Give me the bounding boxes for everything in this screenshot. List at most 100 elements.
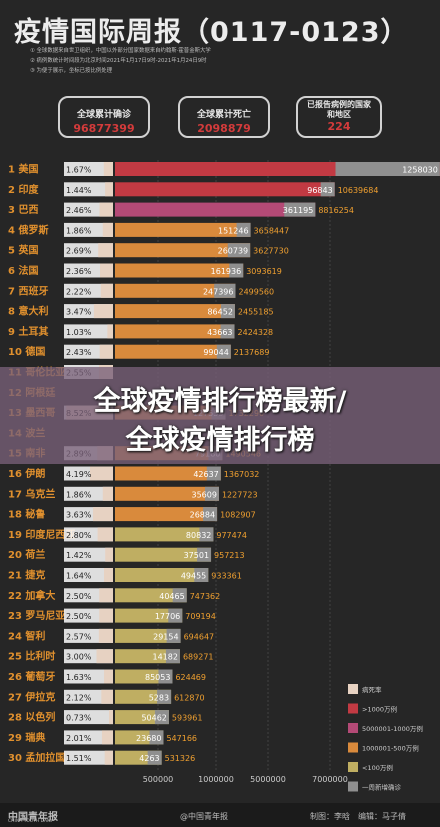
rate-track	[64, 162, 113, 176]
weekly-bar	[147, 750, 162, 765]
cumulative-label: 689271	[183, 653, 214, 662]
stat-countries: 已报告病例的国家和地区 224	[296, 96, 382, 138]
legend-swatch	[348, 742, 358, 753]
weekly-bar	[154, 710, 169, 725]
cumulative-bar	[115, 263, 244, 278]
footer: 中国青年报 CHINA YOUTH DAILY @中国青年报 制图：李晗 编辑：…	[0, 803, 440, 827]
weekly-label: 43663	[207, 328, 232, 337]
note-line: ② 病例数统计时间段为北京时间2021年1月17日9时-2021年1月24日9时	[30, 58, 207, 64]
rate-label: 1.51%	[66, 754, 92, 763]
rate-label: 2.22%	[66, 287, 92, 296]
legend-label: 病死率	[362, 685, 382, 694]
rate-track	[64, 283, 113, 298]
legend-swatch	[348, 703, 358, 714]
stat-value: 224	[327, 120, 351, 133]
cumulative-bar	[115, 283, 236, 298]
rate-bar	[93, 507, 113, 522]
rate-label: 3.00%	[66, 653, 92, 662]
weekly-label: 17706	[155, 612, 180, 621]
stat-label: 已报告病例的国家和地区	[307, 100, 371, 119]
cumulative-bar	[115, 466, 221, 481]
stat-value: 96877399	[73, 122, 135, 135]
cumulative-bar	[115, 588, 187, 603]
cumulative-bar	[115, 324, 235, 339]
weekly-label: 35609	[192, 490, 217, 499]
rate-bar	[103, 568, 113, 582]
stat-label: 全球累计死亡	[196, 110, 251, 120]
legend-label: >1000万例	[362, 705, 397, 714]
cumulative-label: 2424328	[238, 328, 274, 337]
country-label: 24 智利	[8, 629, 45, 642]
rate-bar	[99, 344, 113, 359]
weekly-label: 42637	[193, 470, 218, 479]
rate-bar	[99, 202, 113, 217]
rate-bar	[97, 527, 113, 542]
cumulative-bar	[115, 568, 209, 582]
weekly-label: 14182	[153, 653, 178, 662]
rate-track	[64, 669, 113, 684]
rate-track	[64, 222, 113, 237]
weekly-label: 96843	[307, 186, 332, 195]
weekly-label: 361195	[283, 206, 314, 215]
weekly-bar	[166, 628, 181, 643]
rate-label: 2.46%	[66, 206, 92, 215]
weekly-label: 29154	[153, 632, 178, 641]
country-label: 18 秘鲁	[8, 508, 45, 521]
footer-logo: 中国青年报	[8, 812, 58, 823]
rate-track	[64, 710, 113, 725]
rate-bar	[98, 628, 113, 643]
weekly-bar	[220, 304, 235, 319]
rate-track	[64, 486, 113, 501]
weekly-bar	[199, 527, 214, 542]
weekly-bar	[204, 486, 219, 501]
cumulative-label: 977474	[216, 531, 247, 540]
notes: ① 全球数据来自世卫组织，中国以外部分国家数据来自约翰斯·霍普金斯大学 ② 病例…	[30, 46, 211, 76]
rate-bar	[107, 324, 113, 339]
weekly-label: 260739	[218, 247, 249, 256]
country-label: 17 乌克兰	[8, 487, 55, 500]
weekly-label: 247396	[203, 287, 234, 296]
cumulative-label: 8816254	[318, 206, 354, 215]
cumulative-bar	[115, 628, 181, 643]
cumulative-label: 10639684	[338, 186, 379, 195]
legend-swatch	[348, 723, 358, 733]
cumulative-label: 957213	[214, 551, 245, 560]
weekly-label: 1258030	[402, 166, 438, 175]
cumulative-bar	[115, 507, 218, 522]
weekly-bar	[194, 568, 209, 582]
cumulative-bar	[115, 547, 212, 562]
cumulative-bar	[115, 689, 172, 704]
footer-logo-en: CHINA YOUTH DAILY	[8, 819, 54, 824]
stat-label: 全球累计确诊	[76, 110, 131, 120]
rate-bar	[104, 750, 113, 765]
weekly-label: 85053	[145, 673, 170, 682]
weekly-label: 151246	[218, 226, 249, 235]
legend-label: 一周新增确诊	[362, 783, 402, 792]
tick-label: 500000	[143, 775, 174, 784]
weekly-bar	[227, 243, 251, 258]
country-label: 16 伊朗	[8, 467, 45, 480]
page-title: 疫情国际周报（0117-0123）	[14, 17, 409, 48]
weekly-bar	[172, 588, 187, 603]
weekly-bar	[220, 324, 235, 339]
rate-label: 1.44%	[66, 186, 92, 195]
weekly-label: 40465	[159, 592, 184, 601]
country-label: 29 瑞典	[8, 731, 45, 744]
weekly-label: 49455	[181, 572, 206, 581]
tick-label: 1000000	[198, 775, 234, 784]
country-label: 7 西班牙	[8, 284, 48, 297]
rate-track	[64, 568, 113, 582]
legend-label: 5000001-1000万例	[362, 724, 423, 733]
footer-credit: 制图：李晗 编辑：马子倩	[310, 812, 406, 821]
weekly-label: 26884	[190, 511, 215, 520]
weekly-label: 23680	[136, 734, 161, 743]
rate-label: 1.86%	[66, 226, 92, 235]
cumulative-bar	[115, 222, 251, 237]
country-label: 1 美国	[8, 163, 38, 176]
cumulative-label: 593961	[172, 714, 203, 723]
rate-label: 2.69%	[66, 247, 92, 256]
rate-label: 1.67%	[66, 166, 92, 175]
tick-label: 7000000	[312, 775, 348, 784]
weekly-bar	[157, 689, 172, 704]
cumulative-bar	[115, 669, 173, 684]
